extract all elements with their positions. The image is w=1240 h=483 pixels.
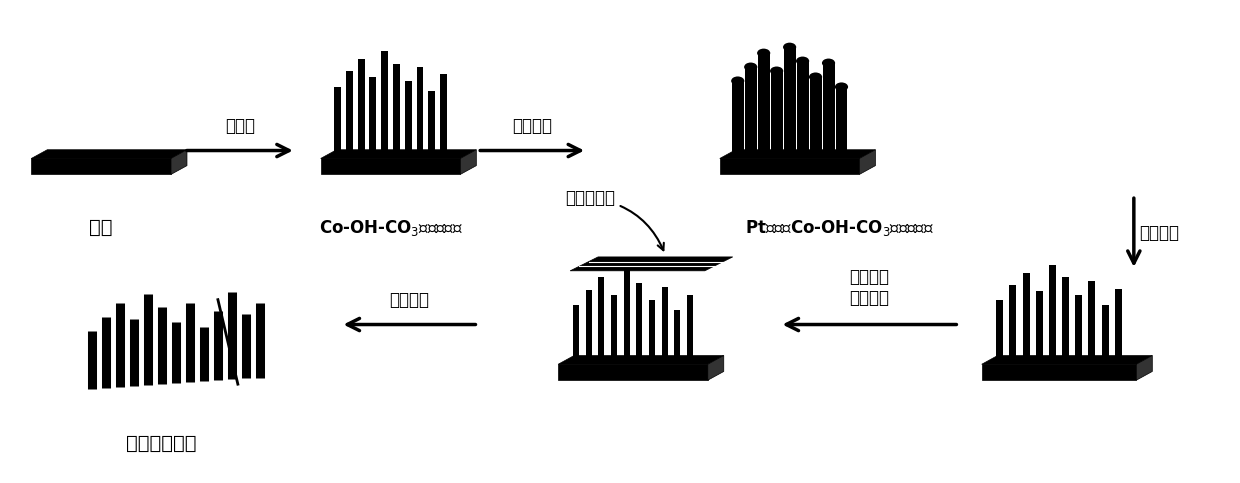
Bar [1101,305,1109,364]
Bar [740,81,744,158]
Bar [1009,285,1017,364]
Bar [381,51,388,158]
Text: Co-OH-CO$_3$纳米棒阵列: Co-OH-CO$_3$纳米棒阵列 [319,218,463,238]
Polygon shape [719,158,859,174]
Polygon shape [31,150,187,158]
Bar [810,77,812,158]
Bar [792,47,796,158]
Bar [760,53,766,158]
Polygon shape [982,355,1152,364]
Bar [774,71,780,158]
Bar [996,299,1003,364]
Bar [800,61,806,158]
Bar [624,270,630,364]
Bar [404,81,412,158]
Polygon shape [708,355,724,380]
Bar [1035,291,1043,364]
Bar [780,71,782,158]
Bar [417,67,424,158]
Bar [806,61,808,158]
Ellipse shape [770,67,784,75]
Ellipse shape [835,83,848,91]
Polygon shape [1136,355,1152,380]
Bar [1115,289,1122,364]
Text: 基底: 基底 [89,218,113,237]
Polygon shape [558,355,724,364]
Polygon shape [982,364,1136,380]
Bar [687,295,693,364]
Bar [766,53,770,158]
Bar [832,63,835,158]
Bar [1023,273,1029,364]
Bar [334,87,341,158]
Text: 水热法: 水热法 [224,116,255,135]
Bar [822,63,826,158]
Ellipse shape [744,62,758,71]
Text: 净化处理: 净化处理 [389,291,429,309]
Ellipse shape [782,43,796,52]
Bar [818,77,822,158]
Bar [796,61,800,158]
Bar [636,283,642,364]
Bar [758,53,760,158]
Bar [826,63,832,158]
Polygon shape [460,150,476,174]
Text: 有序化膜电极: 有序化膜电极 [125,434,196,453]
Bar [393,64,401,158]
Ellipse shape [796,57,810,66]
Bar [732,81,735,158]
Bar [662,287,667,364]
Ellipse shape [758,49,770,57]
Bar [440,74,448,158]
Bar [838,87,844,158]
Bar [748,67,754,158]
Bar [735,81,740,158]
Polygon shape [570,257,733,271]
Bar [357,59,365,158]
Bar [1075,295,1083,364]
Bar [346,71,352,158]
Polygon shape [171,150,187,174]
Bar [598,277,604,364]
Bar [812,77,818,158]
Text: 磁控溅射: 磁控溅射 [512,116,552,135]
Bar [428,91,435,158]
Bar [1089,281,1095,364]
Bar [649,299,655,364]
Bar [1049,265,1056,364]
Bar [573,305,579,364]
Polygon shape [321,150,476,158]
Bar [1063,277,1069,364]
Bar [745,67,748,158]
Bar [370,77,376,158]
Bar [784,47,786,158]
Polygon shape [859,150,875,174]
Polygon shape [719,150,875,158]
Polygon shape [558,364,708,380]
Text: Pt包覆的Co-OH-CO$_3$纳米棒阵列: Pt包覆的Co-OH-CO$_3$纳米棒阵列 [745,218,934,238]
Ellipse shape [732,76,744,85]
Bar [844,87,847,158]
Ellipse shape [808,72,822,82]
Bar [771,71,774,158]
Bar [675,310,681,364]
Bar [754,67,756,158]
Bar [836,87,838,158]
Polygon shape [321,158,460,174]
Ellipse shape [822,58,835,68]
Polygon shape [31,158,171,174]
Bar [786,47,792,158]
Bar [611,295,618,364]
Text: 离子交换膜: 离子交换膜 [565,189,663,250]
Text: 转印法制
备膜电极: 转印法制 备膜电极 [849,268,889,307]
Text: 退火处理: 退火处理 [1138,224,1179,242]
Bar [585,290,591,364]
